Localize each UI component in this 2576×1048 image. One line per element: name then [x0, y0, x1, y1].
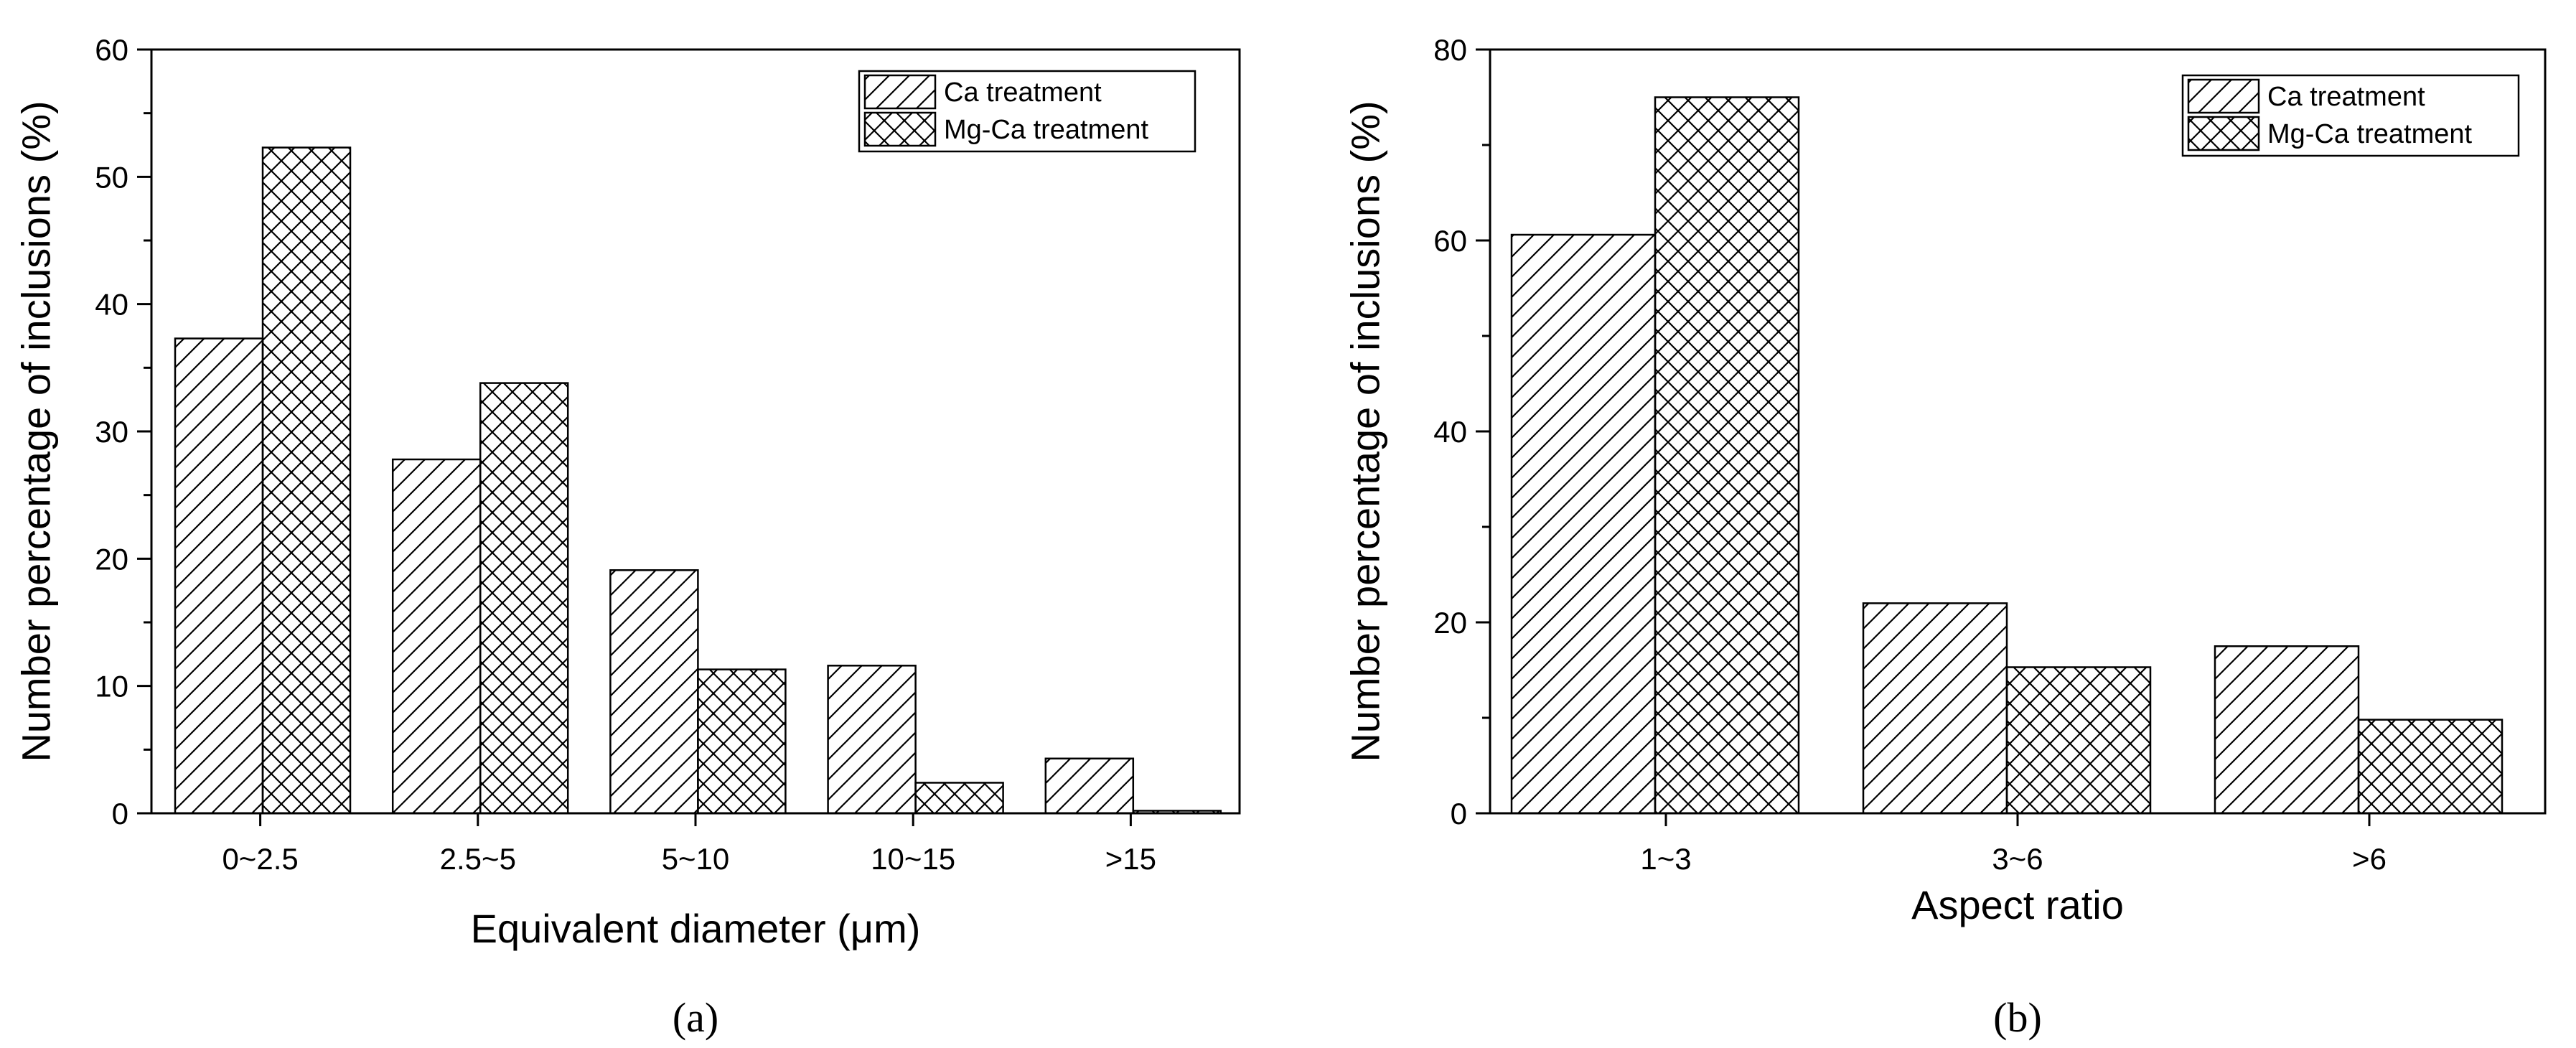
- y-axis-a: 0 10 20 30 40 50 60: [95, 33, 151, 831]
- legend-swatch-ca-a: [863, 74, 937, 110]
- bar-ca-4: [1044, 757, 1135, 815]
- legend-b: Ca treatment Mg-Ca treatment: [2181, 74, 2520, 157]
- y-axis-label-b: Number percentage of inclusions (%): [1343, 100, 1388, 762]
- bar-mgca-3: [914, 782, 1004, 815]
- x-axis-b: 1~3 3~6 >6: [1640, 813, 2387, 876]
- plot-frame-a: [150, 48, 1241, 815]
- y-tick-label: 10: [95, 670, 128, 703]
- legend-swatch-ca-b: [2187, 78, 2260, 114]
- y-tick-label: 20: [95, 542, 128, 576]
- bar-ca-3: [827, 665, 917, 815]
- x-tick-label: >15: [1105, 842, 1156, 876]
- bar-mgca-2: [697, 668, 787, 815]
- x-axis-label-a: Equivalent diameter (μm): [471, 906, 921, 951]
- y-tick-label: 80: [1433, 33, 1467, 67]
- bars-a: [174, 146, 1222, 815]
- y-axis-b: 0 20 40 60 80: [1433, 33, 1490, 831]
- bar-mgca-2: [2357, 719, 2504, 815]
- bar-mgca-1: [2005, 666, 2152, 815]
- bar-mgca-0: [261, 146, 352, 815]
- bar-ca-1: [391, 458, 482, 815]
- x-axis-a: 0~2.5 2.5~5 5~10 10~15 >15: [222, 813, 1156, 876]
- x-tick-label: 3~6: [1992, 842, 2043, 876]
- x-tick-label: 10~15: [871, 842, 955, 876]
- legend-label-ca-a: Ca treatment: [944, 78, 1102, 108]
- bar-ca-0: [1510, 233, 1657, 815]
- y-tick-label: 60: [1433, 224, 1467, 258]
- x-tick-label: 1~3: [1640, 842, 1691, 876]
- x-axis-label-b: Aspect ratio: [1911, 882, 2124, 927]
- bar-ca-2: [609, 569, 699, 815]
- x-tick-label: 2.5~5: [440, 842, 516, 876]
- y-tick-label: 30: [95, 415, 128, 449]
- chart-panel-a: 0 10 20 30 40 50 60 0~2.5 2.5~5 5~10 10~15 >15 Ca …: [14, 33, 1241, 1041]
- y-axis-label-a: Number percentage of inclusions (%): [14, 100, 59, 762]
- bars-b: [1510, 96, 2504, 815]
- y-tick-label: 60: [95, 33, 128, 67]
- chart-panel-b: 0 20 40 60 80 1~3 3~6 >6 Ca treatment Mg-Ca tr…: [1343, 33, 2547, 1041]
- legend-a: Ca treatment Mg-Ca treatment: [858, 70, 1196, 153]
- y-tick-label: 40: [1433, 415, 1467, 449]
- x-tick-label: 5~10: [662, 842, 730, 876]
- x-tick-label: 0~2.5: [222, 842, 298, 876]
- y-tick-label: 0: [112, 797, 128, 831]
- y-tick-label: 0: [1451, 797, 1467, 831]
- bar-mgca-0: [1654, 96, 1800, 815]
- x-tick-label: >6: [2352, 842, 2387, 876]
- legend-label-mgca-b: Mg-Ca treatment: [2267, 119, 2473, 149]
- panel-label-a: (a): [673, 994, 718, 1041]
- legend-swatch-mgca-a: [863, 111, 937, 147]
- panel-label-b: (b): [1993, 994, 2042, 1041]
- bar-ca-0: [174, 337, 264, 815]
- bar-ca-2: [2214, 645, 2360, 815]
- legend-swatch-mgca-b: [2187, 116, 2260, 151]
- bar-ca-1: [1862, 602, 2008, 815]
- y-tick-label: 40: [95, 288, 128, 322]
- plot-frame-b: [1489, 48, 2547, 815]
- legend-label-ca-b: Ca treatment: [2267, 82, 2425, 112]
- y-tick-label: 20: [1433, 606, 1467, 640]
- y-tick-label: 50: [95, 160, 128, 194]
- legend-label-mgca-a: Mg-Ca treatment: [944, 115, 1149, 145]
- bar-mgca-1: [479, 382, 569, 815]
